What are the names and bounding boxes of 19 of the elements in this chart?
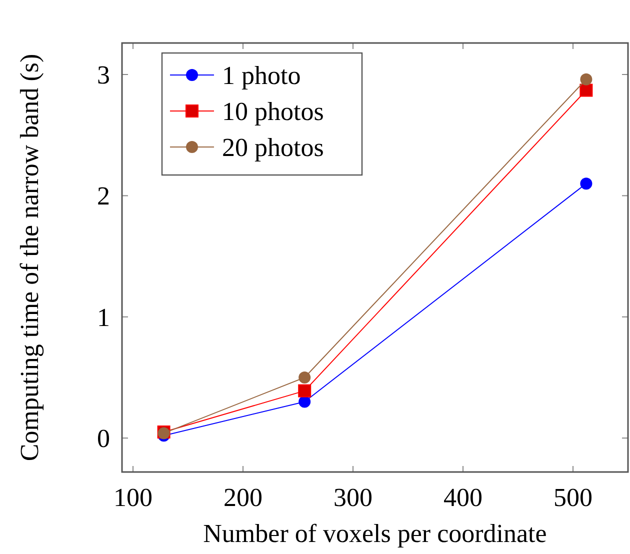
point: [580, 178, 592, 190]
y-tick-label: 2: [97, 182, 110, 211]
x-tick-label: 200: [224, 483, 262, 512]
legend-label: 1 photo: [222, 61, 301, 90]
y-axis-title: Computing time of the narrow band (s): [15, 54, 44, 462]
y-tick-label: 3: [97, 60, 110, 90]
x-tick-label: 400: [444, 483, 482, 512]
legend-label: 10 photos: [222, 97, 324, 126]
x-axis-title: Number of voxels per coordinate: [203, 519, 547, 548]
point: [580, 84, 593, 97]
x-tick-label: 300: [334, 483, 372, 512]
y-tick-label: 1: [97, 302, 110, 332]
legend-label: 20 photos: [222, 133, 324, 162]
point: [580, 73, 592, 86]
point: [298, 384, 312, 398]
x-tick-label: 500: [554, 483, 592, 512]
x-tick-label: 100: [114, 483, 152, 512]
point: [298, 371, 311, 384]
y-tick-label: 0: [97, 424, 110, 454]
